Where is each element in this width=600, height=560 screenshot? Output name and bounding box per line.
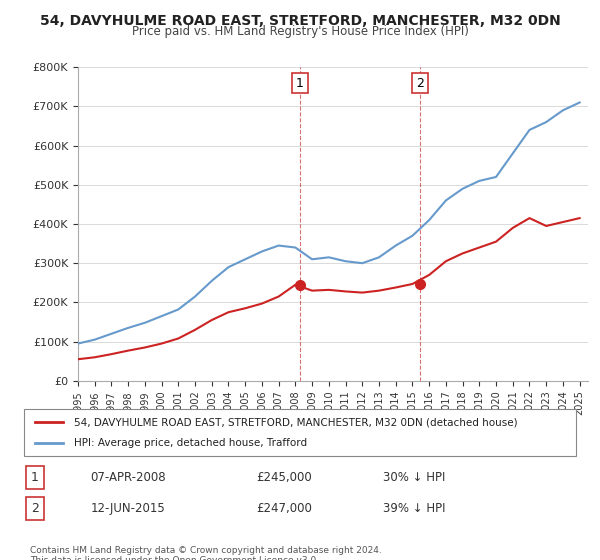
Text: 39% ↓ HPI: 39% ↓ HPI: [383, 502, 445, 515]
Text: 2: 2: [416, 77, 424, 90]
Text: 1: 1: [31, 470, 39, 484]
Text: 07-APR-2008: 07-APR-2008: [90, 470, 166, 484]
Text: Contains HM Land Registry data © Crown copyright and database right 2024.
This d: Contains HM Land Registry data © Crown c…: [30, 546, 382, 560]
Text: 54, DAVYHULME ROAD EAST, STRETFORD, MANCHESTER, M32 0DN (detached house): 54, DAVYHULME ROAD EAST, STRETFORD, MANC…: [74, 417, 517, 427]
Text: Price paid vs. HM Land Registry's House Price Index (HPI): Price paid vs. HM Land Registry's House …: [131, 25, 469, 38]
Text: £247,000: £247,000: [256, 502, 312, 515]
Text: 1: 1: [296, 77, 304, 90]
Text: £245,000: £245,000: [256, 470, 311, 484]
Text: 2: 2: [31, 502, 39, 515]
Text: 12-JUN-2015: 12-JUN-2015: [90, 502, 165, 515]
FancyBboxPatch shape: [24, 409, 576, 456]
Text: HPI: Average price, detached house, Trafford: HPI: Average price, detached house, Traf…: [74, 438, 307, 448]
Text: 54, DAVYHULME ROAD EAST, STRETFORD, MANCHESTER, M32 0DN: 54, DAVYHULME ROAD EAST, STRETFORD, MANC…: [40, 14, 560, 28]
Text: 30% ↓ HPI: 30% ↓ HPI: [383, 470, 445, 484]
